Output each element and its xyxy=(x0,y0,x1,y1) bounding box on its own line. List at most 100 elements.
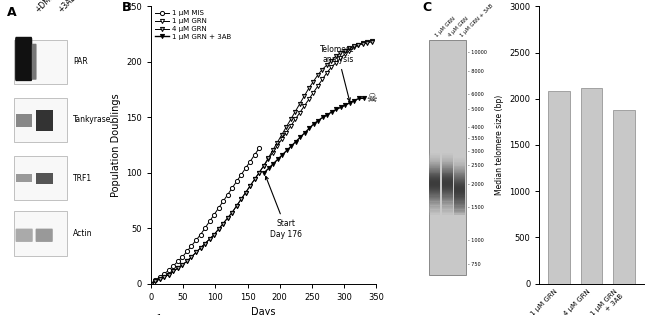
4 μM GRN xyxy=(205,237,213,241)
Text: - 3500: - 3500 xyxy=(467,136,484,141)
FancyBboxPatch shape xyxy=(441,183,452,187)
FancyBboxPatch shape xyxy=(454,191,465,194)
FancyBboxPatch shape xyxy=(429,184,440,188)
4 μM GRN xyxy=(170,269,177,273)
FancyBboxPatch shape xyxy=(429,166,440,170)
FancyBboxPatch shape xyxy=(429,158,440,162)
4 μM GRN xyxy=(147,282,155,285)
FancyBboxPatch shape xyxy=(441,165,452,168)
FancyBboxPatch shape xyxy=(441,175,452,179)
1 μM GRN + 3AB xyxy=(337,105,345,109)
4 μM GRN xyxy=(251,177,259,181)
1 μM GRN + 3AB xyxy=(296,135,304,139)
FancyBboxPatch shape xyxy=(441,192,452,196)
FancyBboxPatch shape xyxy=(429,162,440,165)
FancyBboxPatch shape xyxy=(454,177,465,181)
FancyBboxPatch shape xyxy=(441,187,452,191)
Text: - 3000: - 3000 xyxy=(467,148,484,153)
1 μM MIS xyxy=(147,282,155,285)
FancyBboxPatch shape xyxy=(441,153,452,157)
1 μM MIS xyxy=(233,180,240,183)
1 μM GRN xyxy=(174,266,182,270)
1 μM GRN xyxy=(233,204,240,208)
1 μM GRN + 3AB xyxy=(269,162,277,166)
FancyBboxPatch shape xyxy=(441,181,452,185)
1 μM GRN xyxy=(183,260,191,263)
FancyBboxPatch shape xyxy=(429,187,440,191)
FancyBboxPatch shape xyxy=(441,173,452,176)
4 μM GRN xyxy=(188,255,196,259)
FancyBboxPatch shape xyxy=(429,193,440,197)
1 μM MIS xyxy=(174,260,182,263)
FancyBboxPatch shape xyxy=(441,161,452,164)
1 μM MIS xyxy=(192,238,200,242)
1 μM GRN xyxy=(192,250,200,254)
1 μM MIS xyxy=(183,249,191,253)
FancyBboxPatch shape xyxy=(454,172,465,175)
Text: PAR: PAR xyxy=(73,57,88,66)
Legend: 1 μM MIS, 1 μM GRN, 4 μM GRN, 1 μM GRN + 3AB: 1 μM MIS, 1 μM GRN, 4 μM GRN, 1 μM GRN +… xyxy=(154,10,231,40)
1 μM MIS xyxy=(246,160,254,163)
1 μM GRN + 3AB xyxy=(350,99,358,102)
1 μM GRN xyxy=(179,263,187,266)
1 μM GRN + 3AB xyxy=(359,96,367,100)
FancyBboxPatch shape xyxy=(441,197,452,200)
FancyBboxPatch shape xyxy=(429,197,440,200)
4 μM GRN xyxy=(237,197,245,201)
FancyBboxPatch shape xyxy=(14,156,66,200)
1 μM MIS xyxy=(179,255,187,259)
Y-axis label: Median telomere size (bp): Median telomere size (bp) xyxy=(495,95,504,195)
Line: 4 μM GRN: 4 μM GRN xyxy=(149,40,374,286)
FancyBboxPatch shape xyxy=(441,188,452,192)
Text: TRF1: TRF1 xyxy=(73,174,92,183)
4 μM GRN xyxy=(161,275,168,279)
FancyBboxPatch shape xyxy=(454,158,465,161)
FancyBboxPatch shape xyxy=(441,166,452,169)
FancyBboxPatch shape xyxy=(429,155,440,158)
FancyBboxPatch shape xyxy=(454,170,465,174)
FancyBboxPatch shape xyxy=(454,195,465,199)
FancyBboxPatch shape xyxy=(441,171,452,174)
1 μM GRN + 3AB xyxy=(328,110,336,113)
1 μM GRN xyxy=(314,84,322,88)
FancyBboxPatch shape xyxy=(441,176,452,180)
4 μM GRN xyxy=(363,41,371,45)
FancyBboxPatch shape xyxy=(441,184,452,188)
Text: - 6000: - 6000 xyxy=(467,92,484,97)
1 μM GRN xyxy=(305,98,313,101)
FancyBboxPatch shape xyxy=(14,98,66,142)
FancyBboxPatch shape xyxy=(429,172,440,175)
FancyBboxPatch shape xyxy=(441,172,452,175)
1 μM MIS xyxy=(210,213,218,217)
FancyBboxPatch shape xyxy=(441,182,452,186)
1 μM GRN + 3AB xyxy=(324,113,332,117)
FancyBboxPatch shape xyxy=(429,174,440,177)
FancyBboxPatch shape xyxy=(429,210,440,213)
Text: +DMSO: +DMSO xyxy=(33,0,60,14)
FancyBboxPatch shape xyxy=(16,174,32,182)
1 μM GRN xyxy=(278,137,285,141)
1 μM GRN xyxy=(210,233,218,237)
1 μM MIS xyxy=(205,220,213,223)
1 μM GRN xyxy=(309,91,317,95)
4 μM GRN xyxy=(268,149,276,152)
FancyBboxPatch shape xyxy=(429,157,440,161)
FancyBboxPatch shape xyxy=(32,44,36,80)
FancyBboxPatch shape xyxy=(429,158,440,161)
4 μM GRN xyxy=(214,227,222,231)
4 μM GRN xyxy=(332,54,340,58)
4 μM GRN xyxy=(318,68,326,72)
Text: - 750: - 750 xyxy=(467,261,480,266)
Text: A: A xyxy=(6,6,16,19)
1 μM GRN + 3AB xyxy=(301,131,309,135)
1 μM GRN xyxy=(341,52,348,56)
FancyBboxPatch shape xyxy=(429,199,440,203)
FancyBboxPatch shape xyxy=(454,193,465,197)
1 μM GRN xyxy=(300,104,308,108)
FancyBboxPatch shape xyxy=(441,210,452,213)
FancyBboxPatch shape xyxy=(16,229,32,242)
FancyBboxPatch shape xyxy=(441,199,452,203)
1 μM MIS xyxy=(165,268,173,272)
4 μM GRN xyxy=(196,246,204,250)
1 μM GRN + 3AB xyxy=(274,158,281,161)
